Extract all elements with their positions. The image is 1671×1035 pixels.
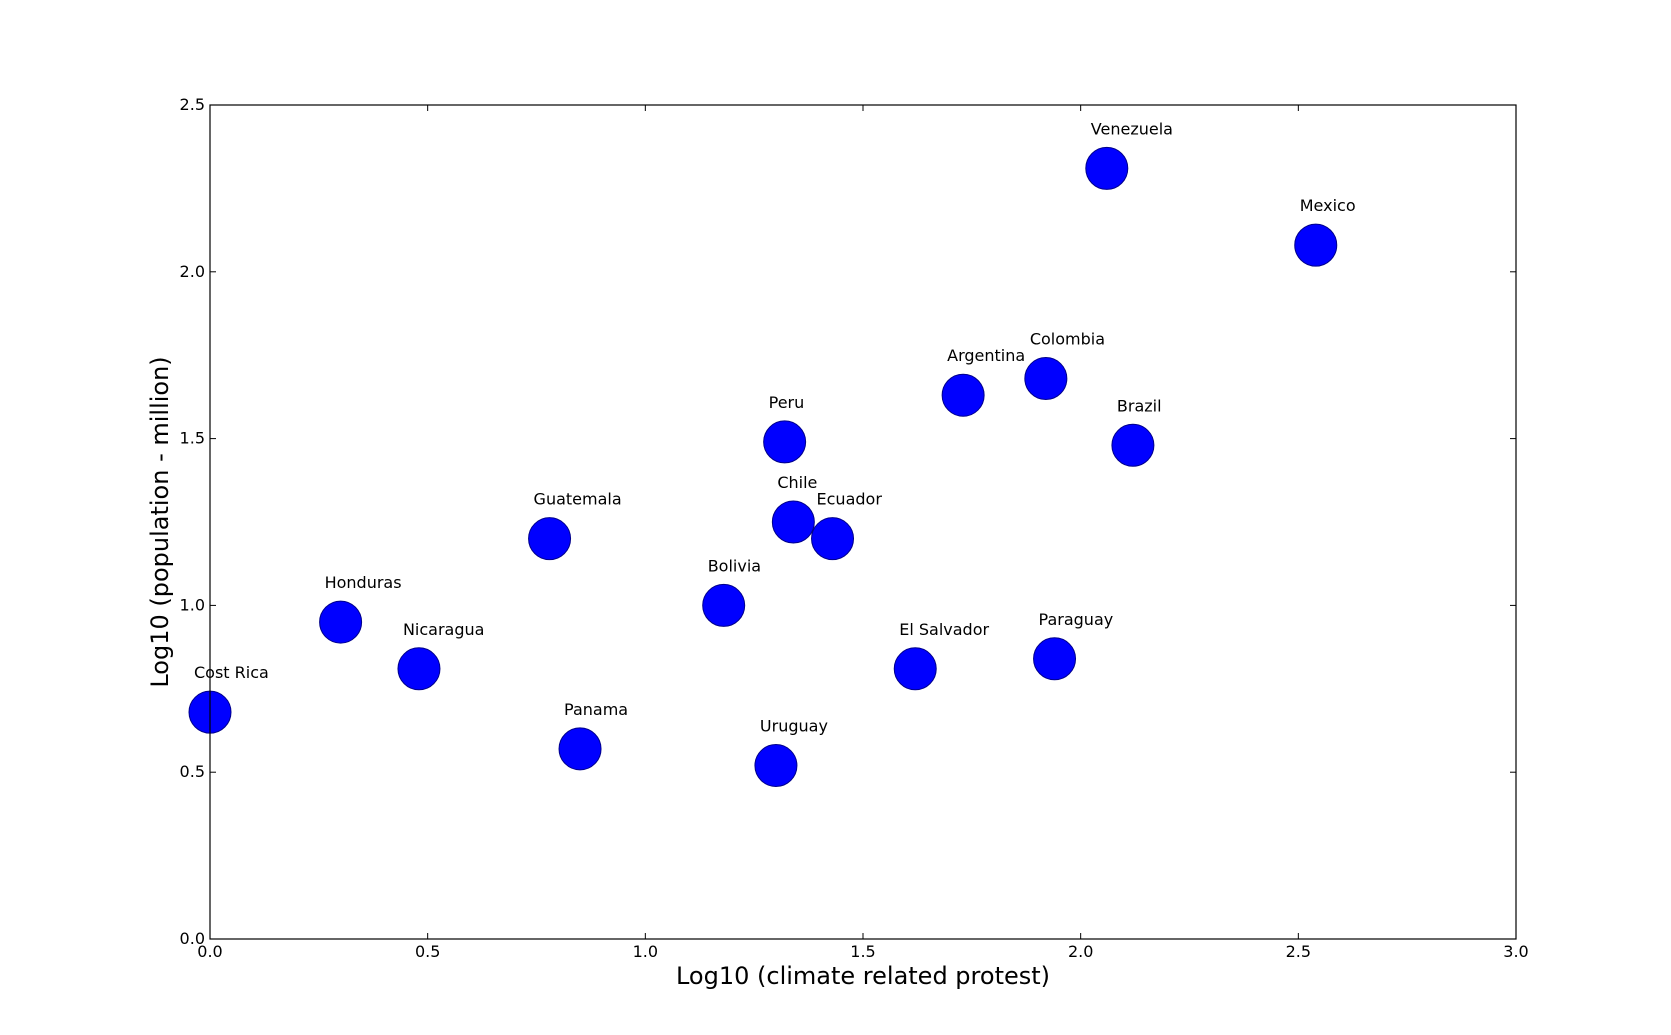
data-point	[763, 420, 807, 464]
data-point-label: Honduras	[325, 573, 402, 592]
data-point	[941, 373, 985, 417]
data-point	[1085, 146, 1129, 190]
data-point	[811, 517, 855, 561]
data-point	[558, 727, 602, 771]
labels-layer: Cost Rica Honduras Nicaragua Guatemala Panam…	[194, 119, 1356, 735]
y-tick-label: 2.0	[180, 262, 205, 281]
points-layer	[188, 146, 1338, 788]
data-point	[702, 583, 746, 627]
y-tick-label: 1.5	[180, 429, 205, 448]
data-point-label: Mexico	[1300, 196, 1356, 215]
data-point	[528, 517, 572, 561]
data-point-label: Guatemala	[534, 490, 622, 509]
data-point-label: El Salvador	[899, 620, 989, 639]
data-point-label: Bolivia	[708, 556, 761, 575]
data-point-label: Paraguay	[1039, 610, 1114, 629]
data-point-label: Brazil	[1117, 396, 1162, 415]
data-point-label: Argentina	[947, 346, 1025, 365]
data-point	[893, 647, 937, 691]
data-point	[1294, 223, 1338, 267]
data-point-label: Venezuela	[1091, 119, 1173, 138]
plot-frame	[209, 104, 1517, 940]
data-point-label: Panama	[564, 700, 628, 719]
x-tick-label: 2.0	[1068, 942, 1093, 961]
data-point	[1024, 357, 1068, 401]
x-tick-label: 1.5	[850, 942, 875, 961]
x-tick-label: 1.0	[633, 942, 658, 961]
x-tick-label: 2.5	[1286, 942, 1311, 961]
y-axis-label: Log10 (population - million)	[146, 356, 174, 687]
data-point-label: Nicaragua	[403, 620, 485, 639]
data-point-label: Chile	[777, 473, 817, 492]
x-tick-label: 3.0	[1503, 942, 1528, 961]
data-point	[319, 600, 363, 644]
x-tick-label: 0.0	[197, 942, 222, 961]
x-axis-label: Log10 (climate related protest)	[676, 962, 1050, 990]
data-point-label: Colombia	[1030, 330, 1105, 349]
data-point-label: Peru	[769, 393, 805, 412]
y-tick-label: 2.5	[180, 95, 205, 114]
y-tick-label: 1.0	[180, 595, 205, 614]
data-point-label: Uruguay	[760, 717, 828, 736]
data-point	[771, 500, 815, 544]
data-point	[754, 744, 798, 788]
data-point-label: Cost Rica	[194, 663, 269, 682]
y-tick-label: 0.5	[180, 762, 205, 781]
x-tick-label: 0.5	[415, 942, 440, 961]
y-tick-label: 0.0	[180, 929, 205, 948]
data-point-label: Ecuador	[817, 490, 883, 509]
ticks-layer: 0.0 0.5 1.0 1.5 2.0 2.5 3.0 0.0 0.5 1.0 1.5 2.0 2.5	[180, 95, 1529, 961]
data-point	[397, 647, 441, 691]
data-point	[1033, 637, 1077, 681]
data-point	[1111, 423, 1155, 467]
